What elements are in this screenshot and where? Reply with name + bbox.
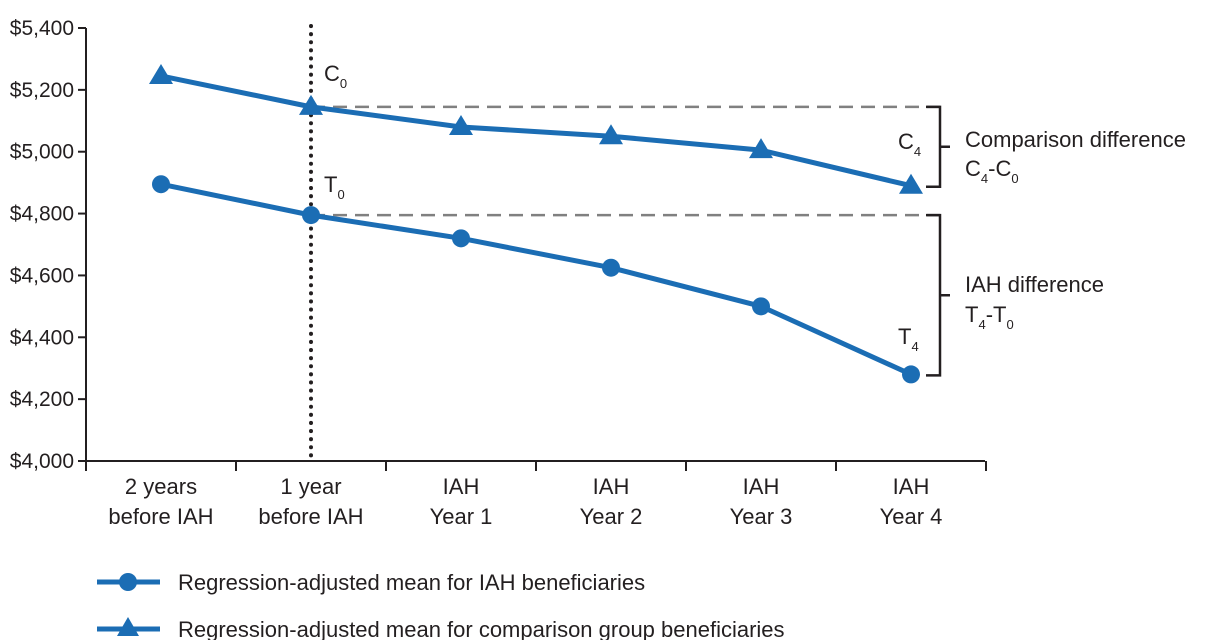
reference-lines [309,24,940,463]
x-category-label: IAH Year 1 [430,474,493,529]
x-category-label: IAH Year 4 [880,474,943,529]
iah-data-point [902,365,920,384]
y-tick-label: $5,000 [10,141,74,164]
c0-label: C0 [324,61,347,91]
legend-triangle-marker [117,617,139,636]
iah-difference-bracket [926,213,950,377]
iah-difference-title: IAH difference [965,272,1104,297]
t0-label: T0 [324,172,345,202]
x-category-label: 1 year before IAH [258,474,363,529]
legend-circle-marker [119,573,137,591]
iah-data-point [752,297,770,316]
y-tick-label: $4,400 [10,326,74,349]
legend-label-comparison: Regression-adjusted mean for comparison … [178,617,785,640]
legend: Regression-adjusted mean for IAH benefic… [97,570,785,640]
y-tick-label: $4,800 [10,203,74,226]
legend-label-iah: Regression-adjusted mean for IAH benefic… [178,570,645,595]
comparison-data-point [749,138,773,159]
y-tick-label: $4,600 [10,264,74,287]
y-tick-label: $5,400 [10,17,74,40]
comparison-difference-bracket [926,105,950,188]
comparison-difference-formula: C4-C0 [965,156,1019,186]
iah-series-line [160,181,913,377]
comparison-data-point [149,63,173,84]
iah-data-point [602,258,620,277]
iah-data-point [452,229,470,248]
legend-item-iah: Regression-adjusted mean for IAH benefic… [97,570,645,595]
x-category-label: IAH Year 3 [730,474,793,529]
y-tick-label: $4,000 [10,450,74,473]
chart-axes: $4,000 $4,200 $4,400 $4,600 $4,800 $5,000 $5,2… [10,17,987,529]
comparison-data-point [599,124,623,145]
y-tick-label: $4,200 [10,388,74,411]
x-category-label: 2 years before IAH [108,474,213,529]
comparison-difference-title: Comparison difference [965,127,1186,152]
t4-label: T4 [898,324,919,354]
series-layer [149,63,923,384]
iah-data-point [152,175,170,194]
legend-item-comparison: Regression-adjusted mean for comparison … [97,617,785,640]
comparison-data-point [899,173,923,194]
comparison-data-point [299,94,323,115]
comparison-data-point [449,114,473,135]
iah-data-point [302,206,320,225]
iah-difference-formula: T4-T0 [965,302,1014,332]
c4-label: C4 [898,129,921,159]
y-tick-label: $5,200 [10,79,74,102]
x-category-label: IAH Year 2 [580,474,643,529]
difference-brackets [926,105,950,377]
comparison-series-line [160,73,912,189]
